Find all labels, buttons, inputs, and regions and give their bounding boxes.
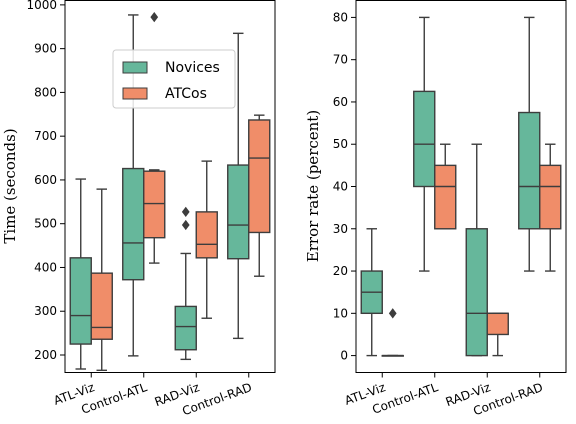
time-outlier-novices [181, 206, 190, 218]
error-y-tick-label: 0 [340, 349, 348, 363]
error-y-tick-label: 20 [333, 264, 348, 278]
error-box-atcos [434, 164, 457, 230]
time-box-atcos [143, 170, 166, 239]
legend-label-novices: Novices [165, 60, 220, 76]
time-box-atcos [195, 211, 218, 259]
time-box-atcos [248, 119, 271, 234]
time-y-tick-label: 700 [34, 129, 57, 143]
legend-swatch-atcos [122, 87, 148, 100]
time-plot-frame [64, 0, 276, 373]
time-outlier-atcos [150, 11, 159, 23]
error-y-tick-label: 10 [333, 306, 348, 320]
legend-swatch-novices [122, 61, 148, 74]
time-y-axis-label: Time (seconds) [1, 128, 19, 243]
error-y-tick-label: 50 [333, 137, 348, 151]
time-box-novices [174, 305, 197, 351]
error-box-atcos [539, 164, 562, 230]
error-y-tick-label: 60 [333, 95, 348, 109]
time-y-tick-label: 400 [34, 260, 57, 274]
error-box-novices [465, 228, 488, 357]
error-y-axis-label: Error rate (percent) [304, 110, 322, 262]
error-y-ticks: 0 10 20 30 40 50 60 70 80 [333, 10, 356, 363]
time-y-tick-label: 1000 [26, 0, 57, 12]
time-box-novices [69, 257, 92, 345]
time-box-novices [227, 164, 250, 260]
time-outlier-novices [181, 219, 190, 231]
error-box-novices [413, 90, 436, 188]
error-y-tick-label: 40 [333, 180, 348, 194]
legend: Novices ATCos [112, 49, 236, 109]
error-outlier-atcos [388, 308, 397, 319]
error-box-novices [518, 111, 541, 230]
time-box-atcos [90, 272, 113, 340]
time-box-novices [122, 167, 145, 281]
time-y-tick-label: 600 [34, 173, 57, 187]
time-y-tick-label: 900 [34, 42, 57, 56]
time-chart-panel: 200 300 400 500 600 700 800 900 1000 ATL-VizCont… [1, 0, 276, 418]
time-y-tick-label: 800 [34, 85, 57, 99]
error-y-tick-label: 80 [333, 10, 348, 24]
time-y-tick-label: 500 [34, 217, 57, 231]
time-box-marks [69, 11, 271, 372]
legend-label-atcos: ATCos [165, 86, 207, 102]
time-y-tick-label: 300 [34, 304, 57, 318]
time-y-tick-label: 200 [34, 348, 57, 362]
error-y-tick-label: 30 [333, 222, 348, 236]
error-box-marks [360, 16, 562, 357]
time-y-ticks: 200 300 400 500 600 700 800 900 1000 [26, 0, 65, 362]
error-box-atcos [486, 312, 509, 336]
error-y-tick-label: 70 [333, 53, 348, 67]
